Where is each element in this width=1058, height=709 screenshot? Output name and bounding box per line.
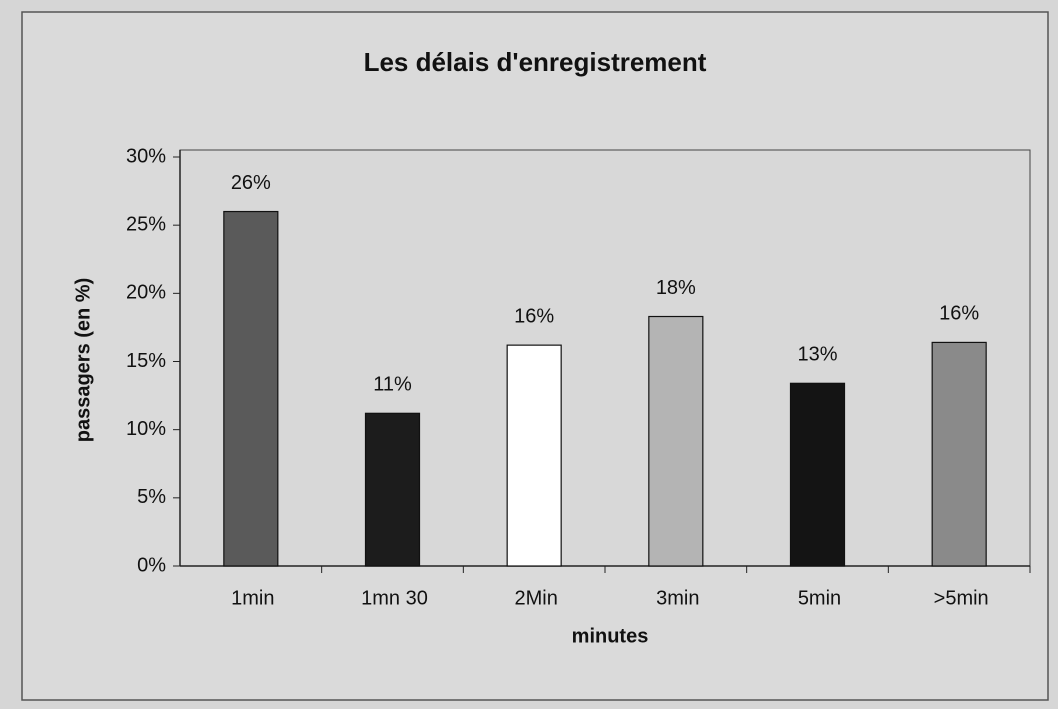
x-tick-label: 1min: [231, 587, 274, 609]
data-label: 18%: [656, 277, 696, 299]
x-axis-label: minutes: [572, 625, 649, 647]
x-tick-label: 2Min: [514, 587, 557, 609]
x-tick-label: 3min: [656, 587, 699, 609]
chart-title: Les délais d'enregistrement: [364, 47, 707, 77]
bar: [364, 412, 421, 567]
y-tick-label: 15%: [126, 350, 166, 372]
x-tick-label: 1mn 30: [361, 587, 428, 609]
bar: [789, 382, 846, 567]
y-tick-label: 20%: [126, 282, 166, 304]
y-tick-label: 5%: [137, 486, 166, 508]
y-tick-label: 10%: [126, 418, 166, 440]
bar: [931, 341, 987, 567]
x-tick-label: 5min: [798, 587, 841, 609]
data-label: 11%: [373, 374, 412, 396]
bar: [223, 210, 279, 567]
plot-area: [179, 149, 1031, 567]
y-axis-label: passagers (en %): [72, 278, 94, 443]
data-label: 16%: [939, 303, 979, 325]
y-tick-label: 25%: [126, 213, 166, 235]
data-label: 16%: [514, 305, 554, 327]
bar: [648, 315, 704, 567]
data-label: 13%: [797, 344, 837, 366]
y-tick-label: 30%: [126, 145, 166, 167]
y-tick-label: 0%: [137, 554, 166, 576]
data-label: 26%: [231, 172, 271, 194]
x-tick-label: >5min: [934, 587, 989, 609]
bar: [506, 344, 562, 567]
